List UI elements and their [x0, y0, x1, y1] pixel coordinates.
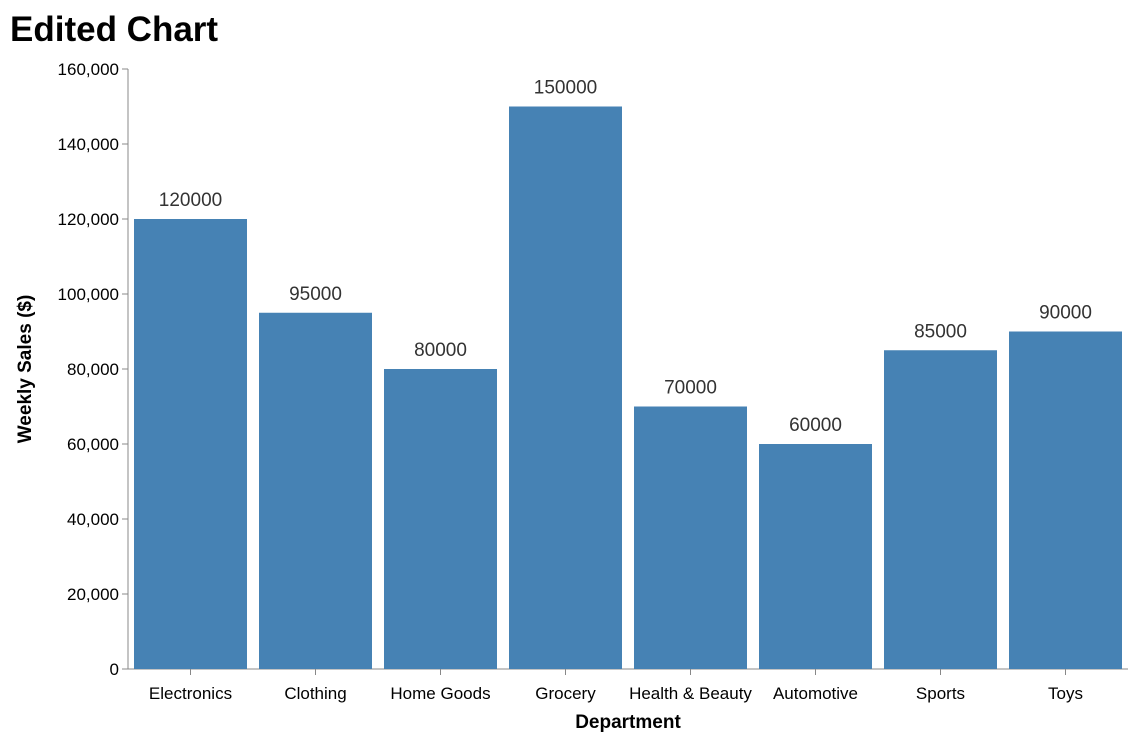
data-label: 60000: [789, 415, 842, 436]
x-tick-label: Health & Beauty: [629, 684, 752, 703]
y-axis: 0 20,000 40,000 60,000 80,000 100,000 120,000 1…: [58, 60, 129, 679]
bar-clothing: [259, 312, 372, 669]
y-tick-label: 40,000: [67, 510, 119, 529]
data-label: 120000: [159, 190, 222, 211]
data-label: 85000: [914, 321, 967, 342]
bar-sports: [884, 350, 997, 669]
y-tick-label: 160,000: [58, 60, 119, 79]
data-label: 80000: [414, 340, 467, 361]
x-tick-label: Electronics: [149, 684, 232, 703]
y-axis-title: Weekly Sales ($): [15, 295, 36, 444]
bar-health-beauty: [634, 406, 747, 669]
bar-automotive: [759, 444, 872, 669]
x-tick-label: Toys: [1048, 684, 1083, 703]
data-label: 95000: [289, 284, 342, 305]
y-tick-label: 120,000: [58, 210, 119, 229]
bar-toys: [1009, 331, 1122, 669]
data-label: 150000: [534, 78, 597, 99]
y-tick-label: 20,000: [67, 585, 119, 604]
x-tick-label: Home Goods: [390, 684, 490, 703]
x-axis: Electronics Clothing Home Goods Grocery Heal…: [128, 668, 1128, 703]
bar-electronics: [134, 219, 247, 669]
data-label: 70000: [664, 378, 717, 399]
y-tick-label: 140,000: [58, 135, 119, 154]
x-tick-label: Grocery: [535, 684, 596, 703]
x-tick-label: Sports: [916, 684, 965, 703]
y-tick-label: 80,000: [67, 360, 119, 379]
y-tick-label: 60,000: [67, 435, 119, 454]
chart-title: Edited Chart: [10, 10, 218, 49]
x-tick-label: Clothing: [284, 684, 346, 703]
bars: [134, 106, 1122, 669]
bar-grocery: [509, 106, 622, 669]
x-axis-title: Department: [575, 712, 681, 733]
data-labels: 120000 95000 80000 150000 70000 60000 85000 900…: [159, 78, 1092, 437]
bar-home-goods: [384, 369, 497, 669]
data-label: 90000: [1039, 303, 1092, 324]
x-tick-label: Automotive: [773, 684, 858, 703]
y-tick-label: 100,000: [58, 285, 119, 304]
y-tick-label: 0: [110, 660, 119, 679]
